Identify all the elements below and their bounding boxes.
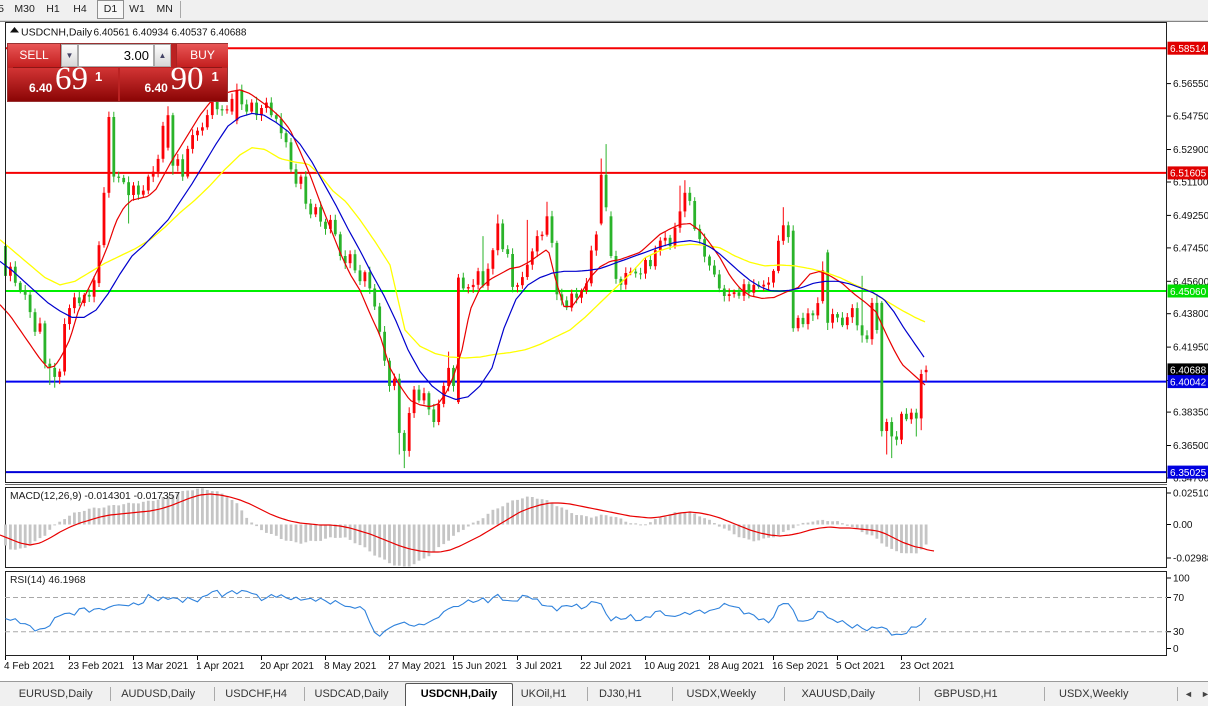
svg-text:6.54750: 6.54750: [1173, 112, 1208, 123]
svg-text:6.45060: 6.45060: [1170, 287, 1207, 298]
svg-text:6.38350: 6.38350: [1173, 408, 1208, 419]
svg-text:6.56550: 6.56550: [1173, 79, 1208, 90]
svg-text:6.58514: 6.58514: [1170, 44, 1207, 55]
svg-text:15 Jun 2021: 15 Jun 2021: [452, 661, 507, 672]
svg-text:6.52900: 6.52900: [1173, 145, 1208, 156]
svg-text:4 Feb 2021: 4 Feb 2021: [4, 661, 55, 672]
svg-text:30: 30: [1173, 627, 1185, 638]
svg-text:6.40561 6.40934 6.40537 6.4068: 6.40561 6.40934 6.40537 6.40688: [94, 28, 247, 39]
svg-text:100: 100: [1173, 574, 1190, 585]
svg-text:6.47450: 6.47450: [1173, 243, 1208, 254]
svg-text:10 Aug 2021: 10 Aug 2021: [644, 661, 701, 672]
svg-text:23 Oct 2021: 23 Oct 2021: [900, 661, 955, 672]
svg-text:8 May 2021: 8 May 2021: [324, 661, 377, 672]
svg-text:6.51100: 6.51100: [1173, 178, 1208, 189]
svg-text:6.49250: 6.49250: [1173, 211, 1208, 222]
svg-text:20 Apr 2021: 20 Apr 2021: [260, 661, 314, 672]
svg-text:22 Jul 2021: 22 Jul 2021: [580, 661, 632, 672]
svg-text:6.40688: 6.40688: [1170, 366, 1207, 377]
svg-text:0.00: 0.00: [1173, 520, 1193, 531]
svg-text:6.35025: 6.35025: [1170, 468, 1207, 479]
svg-text:27 May 2021: 27 May 2021: [388, 661, 446, 672]
svg-text:0: 0: [1173, 644, 1179, 655]
svg-text:1 Apr 2021: 1 Apr 2021: [196, 661, 245, 672]
svg-text:6.41950: 6.41950: [1173, 343, 1208, 354]
svg-text:USDCNH,Daily: USDCNH,Daily: [21, 27, 93, 39]
svg-text:-0.02988: -0.02988: [1173, 554, 1208, 565]
svg-text:28 Aug 2021: 28 Aug 2021: [708, 661, 765, 672]
svg-text:16 Sep 2021: 16 Sep 2021: [772, 661, 829, 672]
svg-text:0.025108: 0.025108: [1173, 489, 1208, 500]
svg-text:23 Feb 2021: 23 Feb 2021: [68, 661, 125, 672]
svg-text:6.45600: 6.45600: [1173, 277, 1208, 288]
svg-text:3 Jul 2021: 3 Jul 2021: [516, 661, 563, 672]
svg-text:70: 70: [1173, 593, 1185, 604]
svg-text:MACD(12,26,9) -0.014301 -0.017: MACD(12,26,9) -0.014301 -0.017357: [10, 491, 180, 502]
svg-text:6.36500: 6.36500: [1173, 441, 1208, 452]
svg-text:RSI(14) 46.1968: RSI(14) 46.1968: [10, 575, 86, 586]
svg-text:6.51605: 6.51605: [1170, 169, 1207, 180]
svg-text:6.43800: 6.43800: [1173, 309, 1208, 320]
svg-text:6.34700: 6.34700: [1173, 474, 1208, 485]
svg-text:13 Mar 2021: 13 Mar 2021: [132, 661, 189, 672]
svg-text:5 Oct 2021: 5 Oct 2021: [836, 661, 885, 672]
svg-text:6.40042: 6.40042: [1170, 377, 1207, 388]
